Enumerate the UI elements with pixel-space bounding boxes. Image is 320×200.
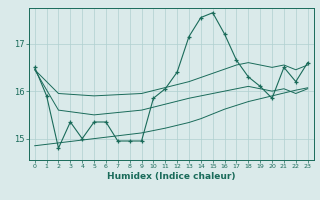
X-axis label: Humidex (Indice chaleur): Humidex (Indice chaleur) [107, 172, 236, 181]
